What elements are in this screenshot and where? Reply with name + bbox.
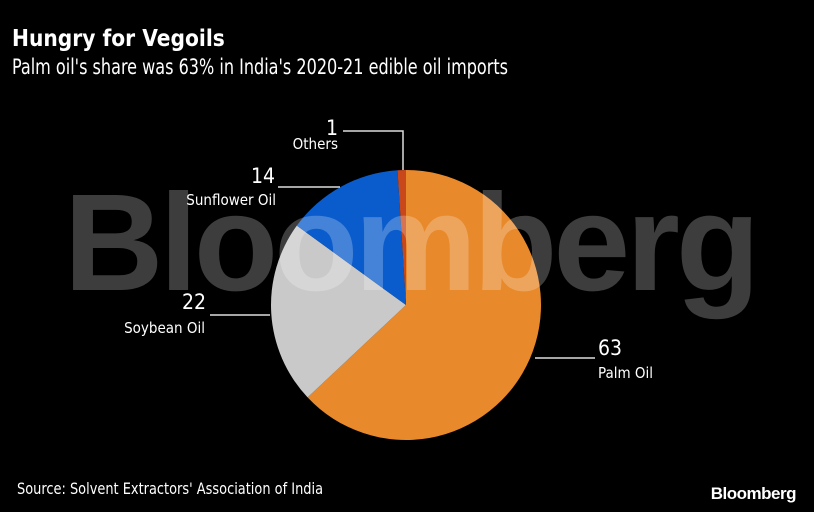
leader-line-others: [343, 130, 404, 170]
value-label-soybean-oil: 22: [182, 290, 206, 314]
category-label-sunflower-oil: Sunflower Oil: [186, 191, 276, 209]
bloomberg-logo: Bloomberg: [710, 484, 797, 503]
category-label-soybean-oil: Soybean Oil: [124, 319, 205, 337]
pie-slice-others: [397, 170, 406, 305]
pie-slice-sunflower-oil: [296, 170, 406, 305]
value-label-sunflower-oil: 14: [251, 164, 275, 188]
value-label-palm-oil: 63: [598, 336, 622, 360]
category-label-palm-oil: Palm Oil: [598, 364, 653, 382]
watermark: Bloomberg: [64, 166, 756, 320]
pie-slice-palm-oil: [307, 170, 541, 441]
value-label-others: 1: [326, 116, 338, 140]
category-label-others: Others: [293, 135, 338, 153]
source-note: Source: Solvent Extractors' Association …: [17, 479, 324, 498]
chart-subtitle: Palm oil's share was 63% in India's 2020…: [12, 55, 509, 79]
chart-title: Hungry for Vegoils: [12, 26, 225, 52]
pie-slice-soybean-oil: [271, 225, 406, 398]
